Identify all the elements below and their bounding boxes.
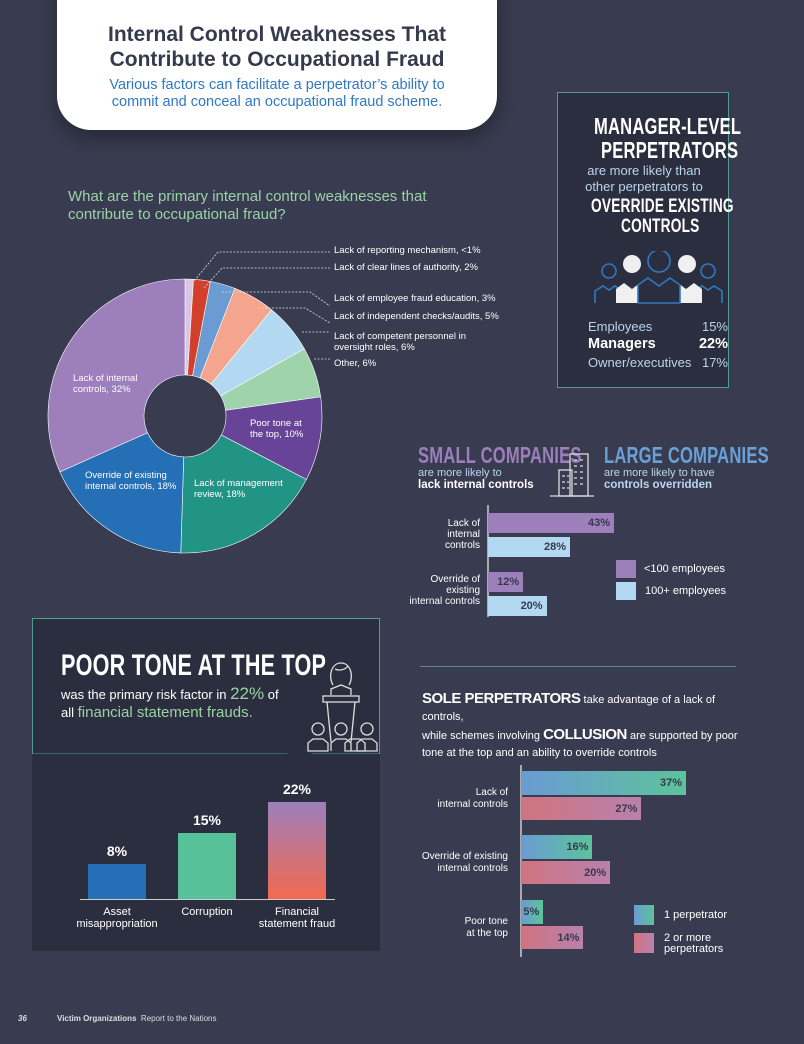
poor-tone-panel: POOR TONE AT THE TOP was the primary ris… xyxy=(32,618,380,754)
poor-tone-title: POOR TONE AT THE TOP xyxy=(61,649,327,682)
bar-value-label: 15% xyxy=(192,812,222,828)
manager-row-owners: Owner/executives 17% xyxy=(588,355,728,370)
category-label: Corruption xyxy=(181,906,233,918)
fraud-type-bar xyxy=(268,802,326,899)
category-label: Lack of internal controls xyxy=(444,518,480,551)
company-bar: 12% xyxy=(488,572,524,592)
axis-line xyxy=(520,765,522,957)
pie-question: What are the primary internal control we… xyxy=(68,188,427,223)
pie-label: Lack of internal controls, 32% xyxy=(73,373,138,395)
legend-label: <100 employees xyxy=(644,563,726,575)
pie-label: Poor tone at the top, 10% xyxy=(250,418,304,440)
pie-label: Lack of reporting mechanism, <1% xyxy=(334,245,481,256)
title-card: Internal Control Weaknesses That Contribu… xyxy=(57,0,497,130)
bar-value-label: 12% xyxy=(497,576,520,588)
pie-label: Lack of management review, 18% xyxy=(194,478,283,500)
pie-label: Other, 6% xyxy=(334,358,377,369)
pie-slice xyxy=(47,278,186,473)
people-group-icon xyxy=(594,251,723,304)
pie-chart xyxy=(47,251,331,554)
pie-label: Lack of competent personnel in oversight … xyxy=(334,331,467,353)
leader-line xyxy=(222,291,331,307)
subtitle-line2: commit and conceal an occupational fraud… xyxy=(111,94,443,110)
pie-label: Lack of employee fraud education, 3% xyxy=(334,293,496,304)
legend-label: 1 perpetrator xyxy=(664,909,727,921)
bar-value-label: 37% xyxy=(659,777,683,789)
perpetrator-bar: 5% xyxy=(521,900,544,924)
bar-value-label: 8% xyxy=(106,842,128,859)
company-bar: 28% xyxy=(488,537,571,557)
perpetrator-bar: 20% xyxy=(521,861,611,884)
subtitle-line1: Various factors can facilitate a perpetr… xyxy=(109,77,445,93)
perpetrator-bar: 27% xyxy=(521,797,642,820)
pie-slice xyxy=(180,434,307,554)
bar-value-label: 14% xyxy=(557,931,580,944)
manager-row-managers: Managers 22% xyxy=(588,336,728,352)
category-label: Financial statement fraud xyxy=(258,906,336,930)
fraud-type-bar xyxy=(88,863,146,899)
bar-value-label: 28% xyxy=(544,541,567,553)
bar-value-label: 5% xyxy=(523,906,540,918)
company-bar: 20% xyxy=(488,596,547,616)
bar-value-label: 22% xyxy=(282,781,312,798)
speaker-podium-icon xyxy=(307,662,378,752)
manager-heading-2: OVERRIDE EXISTING CONTROLS xyxy=(591,196,734,237)
legend-swatch-large xyxy=(616,582,636,600)
pie-label: Lack of independent checks/audits, 5% xyxy=(334,311,499,322)
category-label: Asset misappropriation xyxy=(76,906,158,930)
page-title-line1: Internal Control Weaknesses That xyxy=(107,23,447,46)
pie-label: Override of existing internal controls, 1… xyxy=(85,470,177,492)
small-companies-heading: SMALL COMPANIES are more likely to lack … xyxy=(418,442,582,491)
callout-border xyxy=(32,753,380,768)
divider xyxy=(420,666,736,667)
page-title-line2: Contribute to Occupational Fraud xyxy=(109,48,445,71)
fraud-type-bar xyxy=(178,833,236,899)
manager-heading: MANAGER-LEVEL PERPETRATORS xyxy=(594,113,742,163)
legend-label: 2 or more perpetrators xyxy=(664,932,724,955)
category-label: Override of existing internal controls xyxy=(421,851,508,874)
legend-swatch-1 xyxy=(634,905,654,925)
legend-label: 100+ employees xyxy=(645,585,727,597)
legend-swatch-2 xyxy=(634,933,654,953)
baseline xyxy=(80,899,335,900)
perpetrator-bar: 16% xyxy=(521,835,593,859)
perpetrator-bar: 37% xyxy=(521,771,687,795)
bar-value-label: 20% xyxy=(520,600,543,612)
manager-level-panel: MANAGER-LEVEL PERPETRATORS are more likel… xyxy=(557,92,741,388)
poor-tone-text: was the primary risk factor in 22% of al… xyxy=(61,684,279,722)
bar-value-label: 16% xyxy=(566,841,589,853)
axis-line xyxy=(487,505,489,617)
company-bar: 43% xyxy=(488,513,614,533)
leader-line xyxy=(203,267,330,289)
leader-line xyxy=(189,251,330,287)
footer-text: Victim Organizations Report to the Natio… xyxy=(57,1014,217,1023)
category-label: Poor tone at the top xyxy=(464,916,508,939)
sole-intro: SOLE PERPETRATORS take advantage of a la… xyxy=(422,690,738,759)
large-companies-heading: LARGE COMPANIES are more likely to have … xyxy=(604,442,769,491)
bar-value-label: 20% xyxy=(584,866,607,879)
pie-label: Lack of clear lines of authority, 2% xyxy=(334,262,478,273)
perpetrator-bar: 14% xyxy=(521,926,584,949)
category-label: Lack of internal controls xyxy=(437,787,508,810)
category-label: Override of existing internal controls xyxy=(409,574,480,607)
bar-value-label: 43% xyxy=(587,517,610,529)
pie-slice xyxy=(59,432,185,554)
manager-sub: are more likely than other perpetrators t… xyxy=(585,163,703,194)
bar-value-label: 27% xyxy=(615,802,638,815)
legend-swatch-small xyxy=(616,560,636,578)
manager-row-employees: Employees 15% xyxy=(588,319,728,334)
leader-line xyxy=(258,307,331,324)
building-icon xyxy=(550,453,594,497)
page-number: 36 xyxy=(18,1014,27,1023)
